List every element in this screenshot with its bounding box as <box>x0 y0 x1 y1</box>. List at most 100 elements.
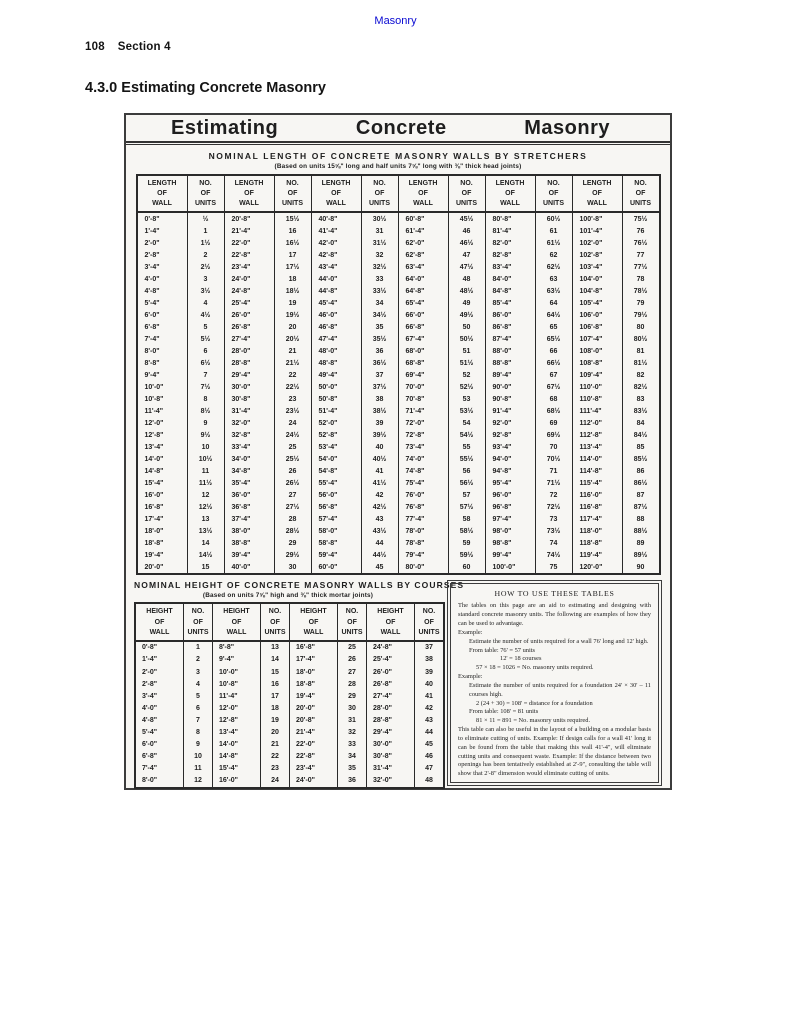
howto-line: Estimate the number of units required fo… <box>469 681 651 698</box>
header-link-masonry[interactable]: Masonry <box>374 15 417 27</box>
length-cell: 18'-8" <box>289 678 338 691</box>
units-cell: 37 <box>360 369 399 382</box>
units-cell: 3 <box>183 666 213 679</box>
units-cell: 7 <box>183 714 213 727</box>
length-cell: 70'-8" <box>397 393 449 406</box>
units-cell: 33 <box>360 273 399 286</box>
units-cell: 83 <box>621 393 660 406</box>
length-cell: 52'-0" <box>310 417 362 430</box>
length-cell: 8'-0" <box>136 345 188 358</box>
units-cell: 70 <box>534 441 573 454</box>
column-header: LENGTH OF WALL <box>223 175 275 214</box>
units-cell: 2 <box>183 653 213 667</box>
units-cell: 45 <box>414 738 445 751</box>
units-cell: 21½ <box>273 357 312 370</box>
units-cell: 52½ <box>447 381 486 394</box>
length-cell: 32'-0" <box>223 417 275 430</box>
units-cell: 30 <box>273 561 312 575</box>
units-cell: 4 <box>186 297 225 310</box>
table-row: 20'-0" 15 40'-0" 30 60'-0" 45 80'-0" 60 100'-0" 7… <box>136 561 660 575</box>
units-cell: 88½ <box>621 525 660 538</box>
courses-table-subtitle: (Based on units 7⅝" high and ⅜" thick mo… <box>202 592 374 600</box>
length-cell: 14'-8" <box>212 750 261 763</box>
units-cell: 47 <box>447 249 486 262</box>
length-cell: 86'-8" <box>484 321 536 334</box>
table-row: 6'-0" 9 14'-0" 21 22'-0" 33 30'-0" 45 <box>134 738 445 751</box>
table-row: 0'-8" 1 8'-8" 13 16'-8" 25 24'-8" 37 <box>134 640 445 654</box>
units-cell: 38 <box>360 393 399 406</box>
length-cell: 4'-8" <box>134 714 184 727</box>
length-cell: 7'-4" <box>134 762 184 775</box>
table-row: 16'-0" 12 36'-0" 27 56'-0" 42 76'-0" 57 96'-0" 72… <box>136 489 660 502</box>
units-cell: 24½ <box>273 429 312 442</box>
length-cell: 3'-4" <box>134 690 184 703</box>
length-cell: 26'-0" <box>223 309 275 322</box>
units-cell: 19½ <box>273 309 312 322</box>
units-cell: 23 <box>273 393 312 406</box>
units-cell: 8½ <box>186 405 225 418</box>
length-cell: 10'-8" <box>212 678 261 691</box>
length-cell: 42'-8" <box>310 249 362 262</box>
column-header: LENGTH OF WALL <box>484 175 536 214</box>
length-cell: 4'-0" <box>134 702 184 715</box>
length-cell: 2'-8" <box>134 678 184 691</box>
units-cell: 18 <box>273 273 312 286</box>
table-row: 2'-0" 3 10'-0" 15 18'-0" 27 26'-0" 39 <box>134 666 445 679</box>
units-cell: 32 <box>337 726 367 739</box>
units-cell: 54½ <box>447 429 486 442</box>
units-cell: 89½ <box>621 549 660 562</box>
length-cell: 1'-4" <box>136 225 188 238</box>
length-cell: 54'-0" <box>310 453 362 466</box>
column-header: HEIGHT OF WALL <box>366 603 415 642</box>
howto-line: 2 (24 + 30) = 108' = distance for a foun… <box>476 699 593 707</box>
length-cell: 73'-4" <box>397 441 449 454</box>
units-cell: 8 <box>186 393 225 406</box>
units-cell: 26 <box>337 653 367 667</box>
units-cell: 80 <box>621 321 660 334</box>
length-cell: 30'-8" <box>223 393 275 406</box>
length-cell: 23'-4" <box>223 261 275 274</box>
length-cell: 12'-0" <box>212 702 261 715</box>
units-cell: 62 <box>534 249 573 262</box>
length-cell: 26'-0" <box>366 666 415 679</box>
length-cell: 59'-4" <box>310 549 362 562</box>
units-cell: 33½ <box>360 285 399 298</box>
units-cell: 12½ <box>186 501 225 514</box>
units-cell: 34½ <box>360 309 399 322</box>
units-cell: 67½ <box>534 381 573 394</box>
units-cell: 85½ <box>621 453 660 466</box>
units-cell: 76 <box>621 225 660 238</box>
units-cell: 12 <box>186 489 225 502</box>
length-cell: 6'-0" <box>134 738 184 751</box>
length-cell: 118'-0" <box>571 525 623 538</box>
units-cell: 26 <box>273 465 312 478</box>
units-cell: 5 <box>183 690 213 703</box>
length-cell: 18'-0" <box>289 666 338 679</box>
length-cell: 14'-0" <box>136 453 188 466</box>
length-cell: 50'-0" <box>310 381 362 394</box>
length-cell: 111'-4" <box>571 405 623 418</box>
units-cell: 89 <box>621 537 660 550</box>
length-cell: 62'-0" <box>397 237 449 250</box>
units-cell: 40 <box>360 441 399 454</box>
units-cell: 32½ <box>360 261 399 274</box>
length-cell: 25'-4" <box>366 653 415 667</box>
units-cell: 18½ <box>273 285 312 298</box>
units-cell: 51 <box>447 345 486 358</box>
units-cell: 88 <box>621 513 660 526</box>
length-cell: 38'-8" <box>223 537 275 550</box>
courses-header-row: HEIGHT OF WALL NO. OF UNITS HEIGHT OF WALL… <box>134 603 445 642</box>
units-cell: 11 <box>183 762 213 775</box>
howto-text: The tables on this page are an aid to es… <box>458 602 651 779</box>
table-row: 9'-4" 7 29'-4" 22 49'-4" 37 69'-4" 52 89'-4" 67 10… <box>136 369 660 382</box>
length-cell: 57'-4" <box>310 513 362 526</box>
units-cell: 17½ <box>273 261 312 274</box>
length-cell: 116'-8" <box>571 501 623 514</box>
figure-title-word-2: Concrete <box>355 116 447 139</box>
length-cell: 79'-4" <box>397 549 449 562</box>
length-cell: 1'-4" <box>134 653 184 667</box>
units-cell: 78 <box>621 273 660 286</box>
length-cell: 8'-0" <box>134 774 184 788</box>
length-cell: 95'-4" <box>484 477 536 490</box>
units-cell: 22 <box>260 750 290 763</box>
